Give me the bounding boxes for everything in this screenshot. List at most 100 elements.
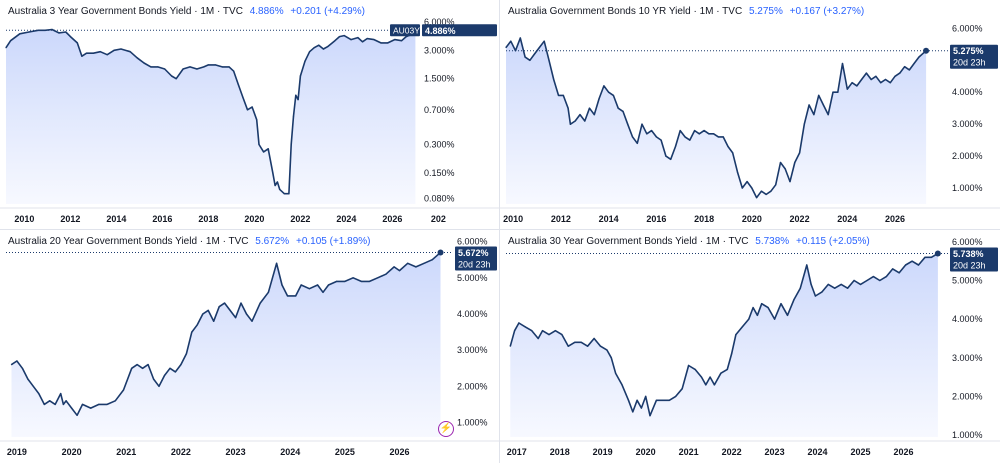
data-point [401,40,403,42]
x-tick-label: 2010 [503,214,523,224]
x-tick-label: 2016 [646,214,666,224]
x-tick-label: 202 [431,214,446,224]
data-point [263,151,265,153]
data-point [297,99,299,101]
data-point [930,256,932,258]
data-point [684,136,686,138]
chart-panel-au30y[interactable]: Australia 30 Year Government Bonds Yield… [500,230,1000,463]
y-tick-label: 3.000% [952,119,983,129]
legend-change: +0.105 (+1.89%) [295,236,371,247]
data-point [519,37,521,39]
data-point [361,41,364,43]
chart-panel-au20y[interactable]: Australia 20 Year Government Bonds Yield… [0,230,499,463]
data-point [641,123,643,125]
data-point [37,29,39,31]
data-point [16,360,18,362]
data-point [752,307,754,309]
data-point [913,62,915,65]
price-tag-value: 5.738% [953,249,984,259]
data-point [304,60,306,62]
chart-svg[interactable]: 6.000% 5.000% 4.000% 3.000% 2.000% 1.000% 2019… [0,230,499,463]
data-point [322,48,324,50]
chart-panel-au10y[interactable]: Australia Government Bonds 10 YR Yield ·… [500,0,1000,229]
data-point [76,414,78,416]
data-point [784,168,786,170]
legend-change: +0.167 (+3.27%) [789,6,865,17]
data-point [741,187,743,189]
data-point [120,48,122,50]
data-point [651,130,653,132]
data-point [272,172,274,174]
legend-change: +0.115 (+2.05%) [795,236,870,247]
data-point [574,341,576,343]
x-tick-label: 2022 [722,447,742,457]
data-point [524,56,526,58]
data-point [300,284,302,286]
data-point [136,57,138,59]
data-point [765,193,767,195]
data-point [147,364,149,366]
data-point [10,364,13,366]
data-point [274,184,276,187]
data-point [789,181,791,183]
data-point [43,403,45,405]
data-point [774,318,776,320]
x-tick-label: 2018 [550,447,570,457]
data-point [756,314,758,316]
data-point [81,55,83,57]
data-point [90,407,92,409]
data-point [143,62,145,64]
chart-svg[interactable]: 6.000% 5.000% 4.000% 3.000% 2.000% 1.000% 2017… [500,230,1000,463]
data-point [380,42,382,44]
data-point [665,155,667,157]
data-point [615,372,617,374]
x-tick-label: 2020 [244,214,264,224]
data-point [756,197,758,199]
chart-svg[interactable]: 6.000% 3.000% 1.500% 0.700% 0.300% 0.150% 0.08… [0,0,499,229]
data-point [894,75,896,77]
chart-svg[interactable]: 6.000%5.000%4.000%3.000%2.000%1.000%2010… [500,0,1000,229]
data-point [911,260,913,262]
data-point [10,40,12,42]
data-point [689,139,691,141]
data-point [761,303,763,305]
data-point [233,70,235,72]
data-point [627,399,630,401]
x-tick-label: 2025 [335,447,355,457]
x-tick-label: 2014 [106,214,126,224]
x-tick-label: 2024 [808,447,828,457]
data-point [847,287,849,289]
data-point [180,364,182,366]
price-tag [422,24,497,37]
data-point [114,400,116,402]
data-point [150,66,152,68]
data-point [708,133,710,135]
data-point [313,47,315,49]
series-line [11,251,442,417]
data-point [832,91,834,93]
data-point [129,51,131,53]
data-point [879,279,881,282]
data-point [175,78,177,80]
x-tick-label: 2024 [280,447,300,457]
data-point [841,62,844,65]
horizontal-divider [0,229,1000,230]
data-point [899,72,901,74]
data-point [810,283,812,285]
data-point [569,123,571,125]
data-point [142,367,144,369]
data-point [246,109,249,111]
x-tick-label: 2012 [60,214,80,224]
data-point [318,44,320,46]
price-tag [950,44,998,69]
data-point [646,133,648,135]
data-point [163,374,166,377]
data-point [81,403,84,405]
data-point [290,143,292,146]
data-point [806,264,808,266]
data-point [357,37,359,39]
data-point [814,295,816,297]
lightning-icon[interactable]: ⚡ [438,421,454,437]
chart-panel-au3y[interactable]: Australia 3 Year Government Bonds Yield … [0,0,499,229]
data-point [748,318,750,320]
